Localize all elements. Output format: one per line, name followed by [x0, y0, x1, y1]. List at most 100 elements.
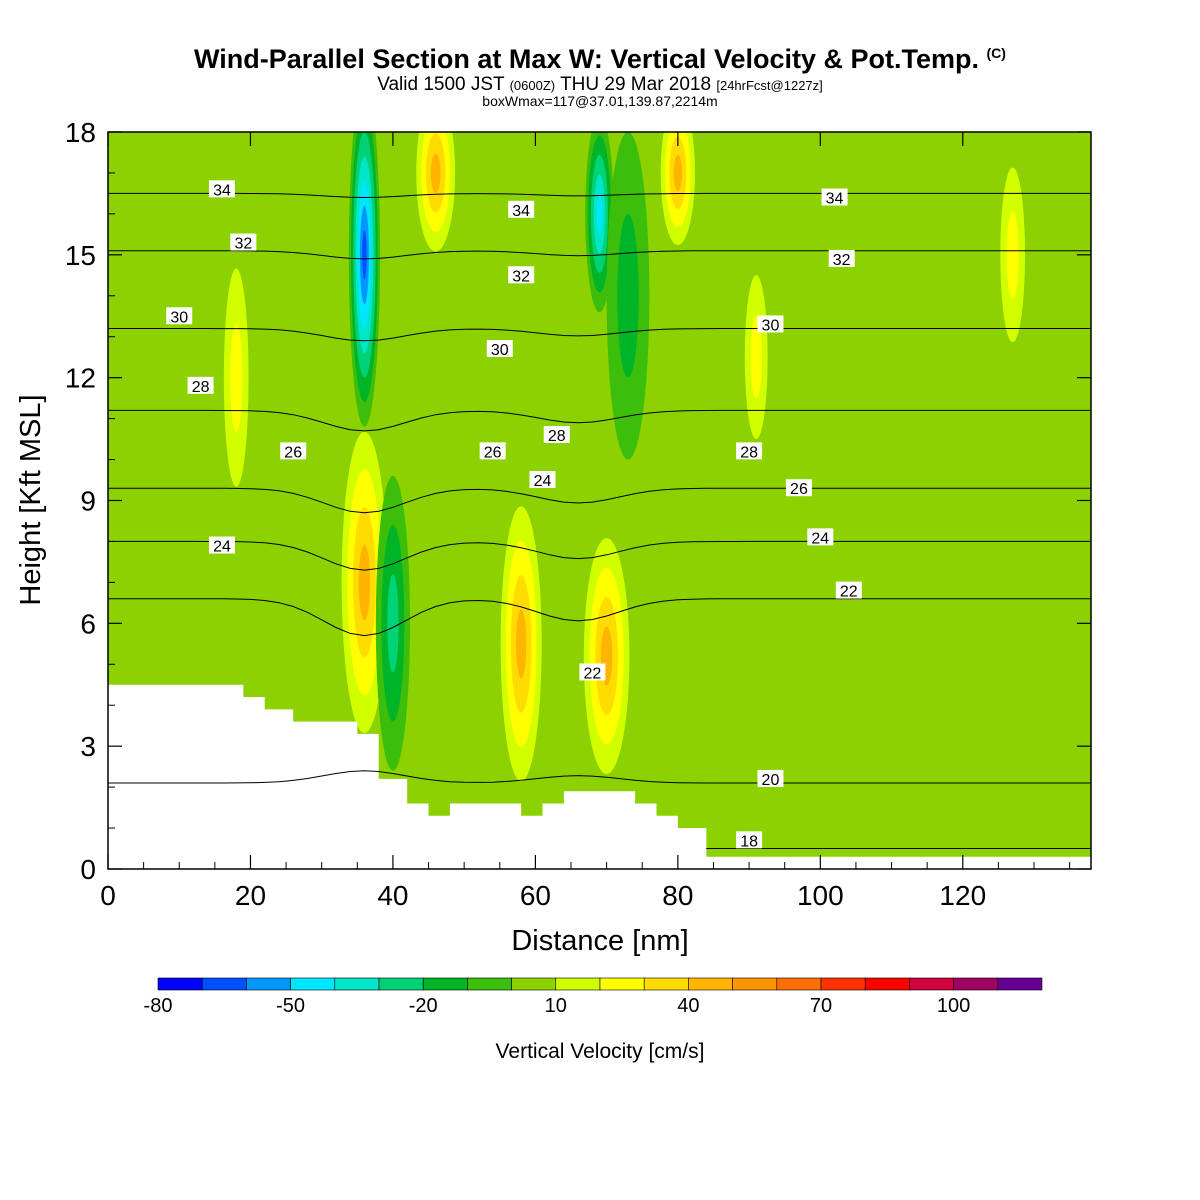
valid-time: Valid 1500 JST: [377, 74, 505, 95]
theta-label: 32: [828, 249, 855, 269]
theta-label-box: [280, 442, 307, 460]
theta-label: 28: [543, 425, 570, 445]
theta-label-box: [821, 188, 848, 206]
colorbar-swatch: [688, 977, 733, 991]
theta-label: 28: [736, 442, 763, 461]
theta-label-box: [757, 769, 784, 787]
theta-label-box: [543, 425, 570, 443]
theta-label-text: 30: [491, 342, 509, 359]
x-tick-label: 40: [377, 880, 408, 911]
colorbar-swatch: [820, 977, 866, 991]
colorbar-swatch: [997, 977, 1043, 991]
theta-label-text: 26: [284, 444, 302, 461]
x-tick-label: 60: [520, 880, 551, 911]
theta-label: 34: [821, 188, 848, 208]
colorbar-swatch: [953, 977, 999, 991]
theta-label-box: [736, 831, 763, 849]
theta-label: 34: [208, 180, 235, 199]
colorbar-swatch: [246, 977, 291, 991]
colorbar-swatch: [422, 977, 468, 991]
copyright-mark: (C): [986, 45, 1006, 61]
colorbar-swatch: [909, 977, 954, 991]
theta-label-box: [187, 376, 214, 394]
theta-label-box: [579, 663, 606, 681]
colorbar-swatch: [776, 977, 822, 991]
theta-contour-line: [108, 487, 1091, 514]
colorbar-swatch: [864, 977, 910, 991]
theta-label-text: 34: [213, 182, 231, 199]
theta-label-text: 22: [840, 584, 858, 601]
y-tick-label: 18: [65, 117, 96, 148]
theta-label-box: [486, 340, 513, 358]
theta-label-box: [508, 266, 535, 284]
theta-label-box: [166, 307, 193, 325]
theta-label: 26: [479, 442, 506, 461]
colorbar-swatch: [643, 977, 689, 991]
theta-label: 24: [208, 536, 235, 556]
theta-label-text: 24: [213, 539, 231, 556]
theta-label-text: 22: [583, 665, 601, 682]
theta-label-text: 28: [192, 379, 210, 396]
x-tick-label: 0: [100, 880, 116, 911]
x-axis-label: Distance [nm]: [511, 925, 688, 957]
theta-label-box: [828, 249, 855, 267]
theta-label: 26: [785, 479, 812, 498]
theta-label-box: [208, 536, 235, 554]
theta-label: 24: [807, 528, 834, 547]
colorbar-swatch: [201, 977, 247, 991]
velocity-cell: [673, 154, 683, 191]
theta-label: 26: [280, 442, 307, 461]
theta-label-text: 26: [790, 481, 808, 498]
theta-label-text: 24: [811, 530, 829, 547]
theta-label: 30: [166, 307, 193, 326]
theta-label-box: [736, 442, 763, 460]
colorbar-swatch: [599, 977, 645, 991]
theta-contour-line: [108, 540, 1091, 571]
theta-label: 20: [757, 769, 784, 789]
colorbar-swatch: [511, 977, 557, 991]
terrain-shape: [108, 684, 1091, 869]
velocity-cell: [230, 323, 243, 433]
colorbar-tick-label: 40: [677, 995, 699, 1017]
theta-label-text: 34: [512, 203, 530, 220]
velocity-cell: [358, 544, 371, 621]
y-axis-label: Height [Kft MSL]: [15, 394, 47, 605]
colorbar-swatch: [732, 977, 778, 991]
colorbar-tick-label: 100: [937, 995, 970, 1017]
colorbar-tick-label: -80: [144, 995, 173, 1017]
velocity-cell: [362, 230, 367, 280]
chart-title-text: Wind-Parallel Section at Max W: Vertical…: [194, 44, 979, 74]
theta-label-box: [479, 442, 506, 460]
colorbar-tick-label: -50: [276, 995, 305, 1017]
colorbar-swatch: [378, 977, 424, 991]
theta-label: 24: [529, 471, 556, 490]
colorbar-tick-label: 10: [545, 995, 567, 1017]
velocity-cell: [387, 574, 399, 673]
theta-label-text: 32: [512, 268, 530, 285]
colorbar-swatch: [157, 977, 203, 991]
theta-contour-line: [108, 409, 1091, 432]
x-tick-label: 120: [939, 880, 986, 911]
theta-contour-line: [108, 192, 1091, 199]
theta-label-text: 30: [170, 309, 188, 326]
theta-contour-line: [108, 770, 1091, 784]
theta-contour-line: [108, 598, 1091, 637]
theta-label: 22: [579, 663, 606, 682]
theta-label-text: 24: [534, 473, 552, 490]
chart-subtitle: Valid 1500 JST (0600Z) THU 29 Mar 2018 […: [0, 74, 1200, 96]
theta-label-box: [835, 581, 862, 599]
theta-label-text: 34: [826, 191, 844, 208]
theta-label-text: 32: [234, 236, 252, 253]
theta-label: 34: [508, 200, 535, 220]
x-tick-label: 20: [235, 880, 266, 911]
colorbar-swatch: [334, 977, 380, 991]
velocity-cell: [516, 609, 527, 679]
theta-label: 22: [835, 581, 862, 601]
theta-contour-line: [108, 250, 1091, 260]
colorbar-tick-label: 70: [810, 995, 832, 1017]
axes: 0 20 40 60 80 100 120 0 3 6 9 12 15 18: [65, 117, 1091, 911]
terrain-mask: [108, 684, 1091, 869]
theta-label-box: [785, 479, 812, 497]
valid-time-utc: (0600Z): [509, 78, 556, 93]
